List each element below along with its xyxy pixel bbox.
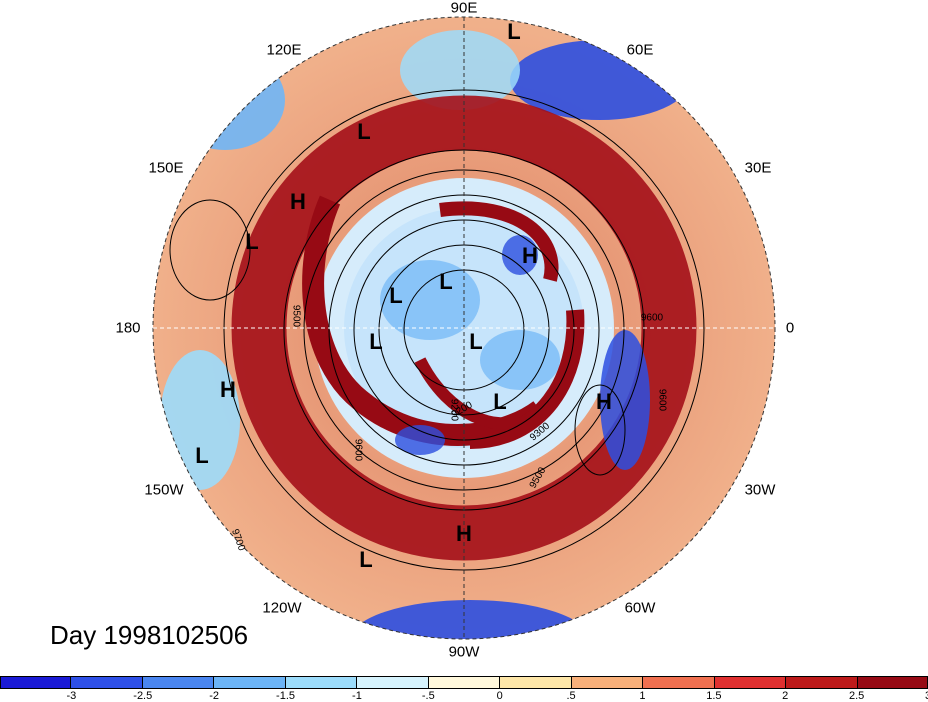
lon-label-180: 180 (115, 319, 141, 337)
lon-label-120w: 120W (262, 599, 302, 617)
lon-label-120e: 120E (266, 41, 302, 59)
colorbar-tick-label: 2.5 (848, 690, 865, 702)
contour-label: 9200 (448, 398, 460, 422)
polar-map (152, 16, 776, 640)
system-marker: L (389, 283, 403, 308)
colorbar-tick-label: -1 (352, 690, 362, 702)
system-marker: H (290, 189, 306, 214)
lon-label-30w: 30W (744, 481, 776, 499)
colorbar-segment (857, 676, 928, 688)
colorbar-segment (500, 676, 572, 688)
lon-label-60w: 60W (624, 599, 656, 617)
colorbar-segment (714, 676, 787, 688)
system-marker: L (369, 329, 383, 354)
colorbar-tick-label: 1 (639, 690, 646, 702)
colorbar-segment (571, 676, 644, 688)
system-marker: H (220, 377, 236, 402)
colorbar (0, 676, 928, 688)
graticule (152, 16, 776, 640)
lon-label-90w: 90W (448, 643, 480, 661)
system-marker: L (195, 443, 209, 468)
colorbar-frame (0, 676, 928, 689)
lon-label-0: 0 (785, 319, 795, 337)
system-marker: L (439, 269, 453, 294)
colorbar-tick-label: -.5 (421, 690, 435, 702)
colorbar-segment (0, 676, 72, 688)
system-marker: H (596, 389, 612, 414)
anomaly-field (153, 17, 775, 639)
colorbar-tick-label: -3 (66, 690, 77, 702)
colorbar-segment (214, 676, 286, 688)
colorbar-tick-label: -1.5 (276, 690, 296, 702)
date-label: Day 1998102506 (50, 620, 249, 650)
system-marker: H (522, 243, 538, 268)
colorbar-tick-label: .5 (566, 690, 576, 702)
system-marker: L (469, 329, 483, 354)
contour-label: 9600 (352, 438, 364, 462)
contour-label: 9600 (640, 312, 664, 324)
colorbar-tick-label: 3 (925, 690, 928, 702)
colorbar-tick-label: 1.5 (706, 690, 722, 702)
lon-label-60e: 60E (626, 41, 654, 59)
colorbar-tick-label: 2 (782, 690, 789, 702)
lon-label-150e: 150E (148, 159, 184, 177)
system-marker: H (456, 521, 472, 546)
colorbar-segment (71, 676, 143, 688)
colorbar-tick-label: -2 (209, 690, 220, 702)
colorbar-segment (786, 676, 858, 688)
colorbar-segment (142, 676, 215, 688)
lon-label-150w: 150W (144, 481, 184, 499)
colorbar-segment (643, 676, 715, 688)
colorbar-segment (428, 676, 501, 688)
colorbar-segment (285, 676, 358, 688)
contour-label: 9600 (656, 388, 668, 412)
colorbar-tick-label: 0 (496, 690, 503, 702)
system-marker: L (359, 547, 373, 572)
system-marker: L (245, 229, 259, 254)
contour-label: 9500 (290, 304, 302, 328)
colorbar-segment (357, 676, 429, 688)
colorbar-tick-label: -2.5 (133, 690, 153, 702)
system-marker: L (357, 119, 371, 144)
system-marker: L (493, 389, 507, 414)
system-marker: L (507, 19, 521, 44)
lon-label-90e: 90E (450, 0, 478, 17)
lon-label-30e: 30E (744, 159, 772, 177)
